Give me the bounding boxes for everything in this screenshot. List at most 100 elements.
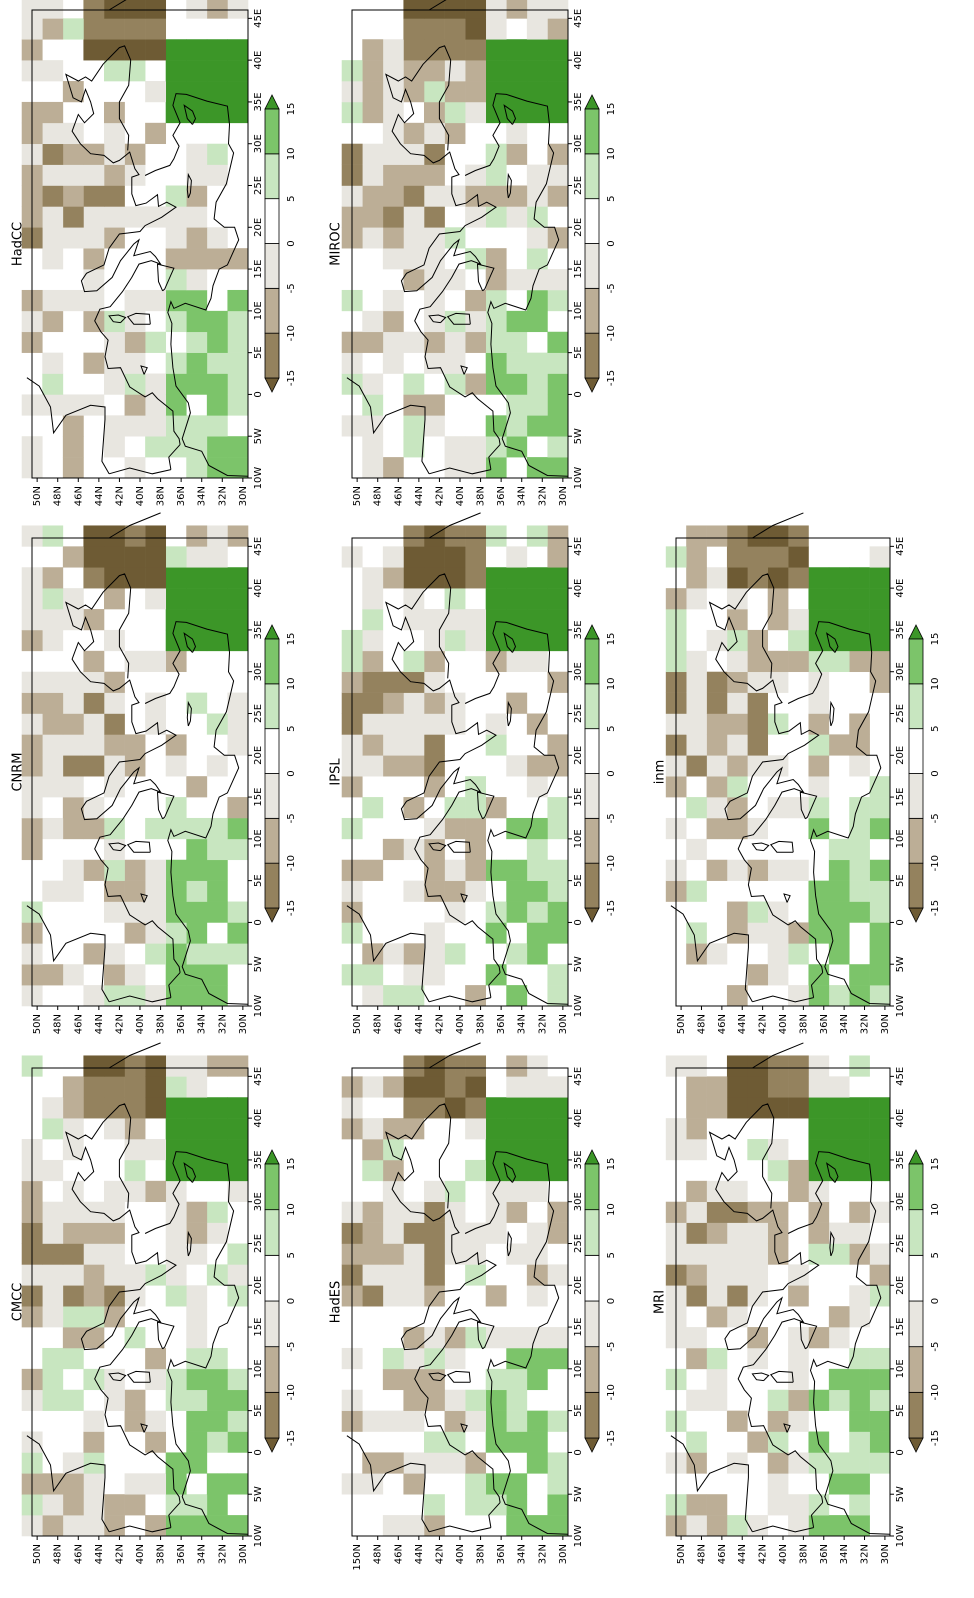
grid-cell <box>547 415 569 437</box>
grid-cell <box>506 122 528 145</box>
grid-cell <box>186 692 208 714</box>
grid-cell <box>104 206 125 228</box>
grid-cell <box>104 901 125 923</box>
grid-cell <box>808 692 830 714</box>
grid-cell <box>206 39 228 61</box>
grid-cell <box>526 588 548 610</box>
lon-tick-label: 10W <box>895 1525 906 1548</box>
colorbar-label: -10 <box>286 325 297 341</box>
grid-cell <box>83 943 105 965</box>
grid-cell <box>547 817 569 840</box>
lon-tick-label: 10W <box>573 467 584 490</box>
grid-cell <box>403 1515 425 1537</box>
grid-cell <box>485 81 507 103</box>
grid-cell <box>83 1452 105 1474</box>
grid-cell <box>227 1410 249 1432</box>
grid-cell <box>403 838 425 861</box>
grid-cell <box>465 1473 487 1495</box>
colorbar-label: 0 <box>930 770 941 776</box>
grid-cell <box>465 880 487 902</box>
grid-cell <box>362 671 384 693</box>
coastline <box>186 1230 192 1257</box>
grid-cell <box>145 1264 167 1286</box>
grid-cell <box>206 880 228 902</box>
grid-cell <box>547 588 569 610</box>
coastline <box>428 995 492 1003</box>
lat-tick-label: 42N <box>434 1014 445 1034</box>
lon-tick-label: 25E <box>253 1234 264 1253</box>
grid-cell <box>382 81 404 103</box>
lon-tick-label: 25E <box>895 704 906 723</box>
grid-cell <box>808 1452 830 1474</box>
grid-cell <box>62 143 84 165</box>
lon-tick-label: 30E <box>895 1192 906 1211</box>
grid-cell <box>206 546 228 568</box>
grid-cell <box>686 692 707 714</box>
lat-tick-label: 48N <box>53 1014 64 1034</box>
grid-cell <box>124 0 146 19</box>
grid-cell <box>83 289 105 312</box>
grid-cell <box>62 609 84 631</box>
grid-cell <box>747 964 769 986</box>
lon-tick-label: 0 <box>573 919 584 925</box>
grid-cell <box>767 922 789 944</box>
grid-cell <box>165 81 187 103</box>
grid-cell <box>42 609 64 631</box>
grid-cell <box>165 880 187 902</box>
grid-cell <box>382 1076 404 1098</box>
grid-cell <box>104 1076 125 1098</box>
lon-tick-label: 15E <box>895 788 906 807</box>
grid-cell <box>124 1055 146 1077</box>
grid-cell <box>485 60 507 82</box>
lat-tick-label: 44N <box>737 1544 748 1564</box>
grid-cell <box>869 1139 891 1161</box>
grid-cell <box>726 1264 748 1286</box>
grid-cell <box>706 629 728 652</box>
grid-cell <box>362 436 384 458</box>
grid-cell <box>382 567 404 589</box>
grid-cell <box>206 1201 228 1223</box>
grid-cell <box>227 1243 249 1265</box>
lat-tick-label: 40N <box>778 1544 789 1564</box>
colorbar-label: 10 <box>286 1203 297 1216</box>
lon-tick-label: 30E <box>253 134 264 153</box>
lat-tick-label: 44N <box>414 486 425 506</box>
lat-tick-label: 42N <box>434 486 445 506</box>
grid-cell <box>444 227 466 249</box>
grid-cell <box>362 1452 384 1474</box>
grid-cell <box>506 1118 528 1140</box>
grid-cell <box>145 922 167 944</box>
colorbar-label: -15 <box>286 1430 297 1446</box>
grid-cell <box>485 164 507 186</box>
grid-cell <box>747 713 769 735</box>
coastline <box>168 444 181 470</box>
coastline <box>168 1502 181 1528</box>
grid-cell <box>547 185 569 207</box>
grid-cell <box>706 776 728 798</box>
grid-cell <box>62 18 84 40</box>
grid-cell <box>145 1139 167 1161</box>
grid-cell <box>165 248 187 270</box>
grid-cell <box>444 269 466 291</box>
colorbar-label: 10 <box>606 677 617 690</box>
grid-cell <box>828 588 850 610</box>
grid-cell <box>424 1389 445 1411</box>
grid-cell <box>145 1097 167 1119</box>
grid-cell <box>424 415 445 437</box>
grid-cell <box>403 39 425 61</box>
grid-cell <box>124 859 146 881</box>
colorbar-label: -15 <box>286 370 297 386</box>
grid-cell <box>83 1473 105 1495</box>
grid-cell <box>21 0 43 19</box>
grid-cell <box>42 1264 64 1286</box>
grid-cell <box>206 1118 228 1140</box>
grid-cell <box>206 567 228 589</box>
grid-cell <box>403 797 425 819</box>
grid-cell <box>506 1243 528 1265</box>
grid-cell <box>165 755 187 777</box>
grid-cell <box>526 1222 548 1244</box>
grid-cell <box>547 1494 569 1516</box>
grid-cell <box>382 457 404 479</box>
grid-cell <box>62 755 84 777</box>
